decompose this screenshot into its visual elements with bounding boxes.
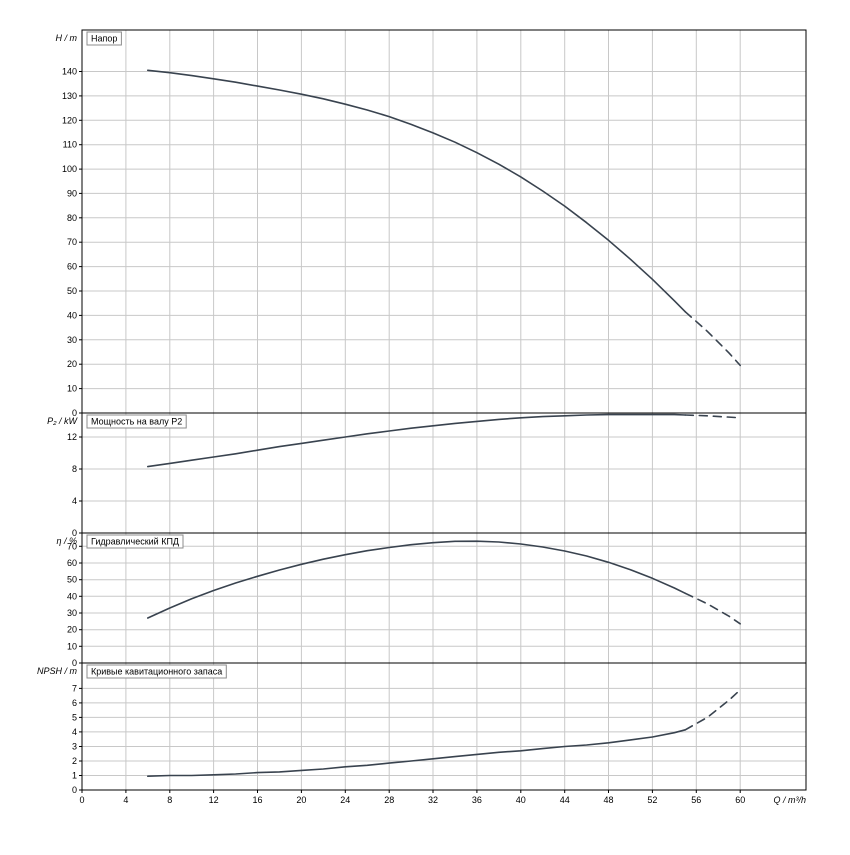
y-tick-label: 8 <box>72 464 77 474</box>
y-tick-label: 60 <box>67 558 77 568</box>
curve-efficiency-extrapolated <box>684 592 741 625</box>
curve-npsh-extrapolated <box>684 689 741 731</box>
x-tick-label: 56 <box>691 795 701 805</box>
x-tick-label: 24 <box>340 795 350 805</box>
curve-power-extrapolated <box>684 414 741 419</box>
y-tick-label: 10 <box>67 384 77 394</box>
y-tick-label: 40 <box>67 591 77 601</box>
y-tick-label: 20 <box>67 625 77 635</box>
y-tick-label: 50 <box>67 286 77 296</box>
x-axis-unit-label: Q / m³/h <box>773 795 806 805</box>
y-tick-label: 40 <box>67 310 77 320</box>
y-tick-label: 60 <box>67 262 77 272</box>
panel-title-box <box>86 414 187 429</box>
y-tick-label: 50 <box>67 575 77 585</box>
x-tick-label: 16 <box>252 795 262 805</box>
y-tick-label: 10 <box>67 641 77 651</box>
x-tick-label: 8 <box>167 795 172 805</box>
panel-title: Кривые кавитационного запаса <box>91 667 222 677</box>
y-tick-label: 30 <box>67 608 77 618</box>
x-tick-label: 36 <box>472 795 482 805</box>
curve-efficiency-solid <box>147 540 687 619</box>
y-tick-label: 0 <box>72 528 77 538</box>
curve-npsh-solid <box>147 729 687 777</box>
y-tick-label: 20 <box>67 359 77 369</box>
y-tick-label: 5 <box>72 712 77 722</box>
y-tick-label: 12 <box>67 432 77 442</box>
panel-title: Гидравлический КПД <box>91 537 179 547</box>
y-tick-label: 6 <box>72 698 77 708</box>
x-tick-label: 40 <box>516 795 526 805</box>
panel-title: Напор <box>91 34 117 44</box>
axis-unit-label: H / m <box>56 33 78 43</box>
panel-border <box>81 532 807 664</box>
y-tick-label: 1 <box>72 771 77 781</box>
y-tick-label: 0 <box>72 785 77 795</box>
y-tick-label: 120 <box>62 115 77 125</box>
x-tick-label: 0 <box>79 795 84 805</box>
y-tick-label: 4 <box>72 727 77 737</box>
y-tick-label: 2 <box>72 756 77 766</box>
x-tick-label: 44 <box>560 795 570 805</box>
y-tick-label: 110 <box>63 140 77 150</box>
curve-head-extrapolated <box>684 311 741 367</box>
panel-border <box>81 662 807 791</box>
panel-title-box <box>86 534 184 549</box>
x-tick-label: 32 <box>428 795 438 805</box>
x-tick-label: 52 <box>647 795 657 805</box>
x-tick-label: 60 <box>735 795 745 805</box>
axis-unit-label: NPSH / m <box>37 666 78 676</box>
x-tick-label: 4 <box>123 795 128 805</box>
curve-head-solid <box>147 69 687 313</box>
panel-border <box>81 29 807 414</box>
panel-title: Мощность на валу P2 <box>91 417 182 427</box>
curve-power-solid <box>147 413 687 468</box>
y-tick-label: 140 <box>62 67 77 77</box>
y-tick-label: 0 <box>72 408 77 418</box>
axis-unit-label: P₂ / kW <box>47 416 78 426</box>
y-tick-label: 130 <box>62 91 77 101</box>
y-tick-label: 30 <box>67 335 77 345</box>
panel-border <box>81 412 807 534</box>
y-tick-label: 0 <box>72 658 77 668</box>
y-tick-label: 7 <box>72 683 77 693</box>
y-tick-label: 70 <box>67 237 77 247</box>
y-tick-label: 3 <box>72 742 77 752</box>
x-tick-label: 12 <box>209 795 219 805</box>
x-tick-label: 48 <box>603 795 613 805</box>
x-tick-label: 28 <box>384 795 394 805</box>
axis-unit-label: η / % <box>56 536 77 546</box>
panel-title-box <box>86 664 227 679</box>
x-tick-label: 20 <box>296 795 306 805</box>
y-tick-label: 90 <box>67 188 77 198</box>
y-tick-label: 100 <box>62 164 77 174</box>
y-tick-label: 80 <box>67 213 77 223</box>
y-tick-label: 4 <box>72 496 77 506</box>
panel-title-box <box>86 31 122 46</box>
y-tick-label: 70 <box>67 541 77 551</box>
